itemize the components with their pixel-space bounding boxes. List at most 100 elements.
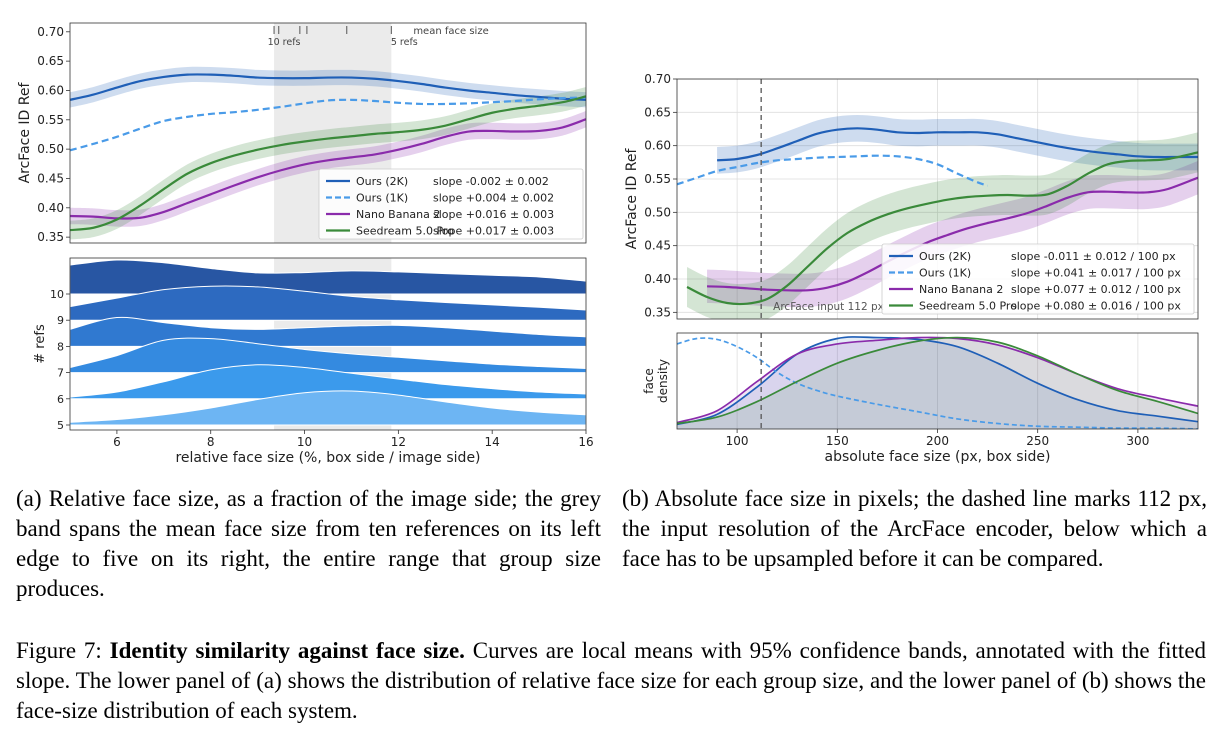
y-axis-label: facedensity <box>642 359 670 403</box>
y-axis-label: # refs <box>33 324 48 364</box>
ridge-row-10 <box>70 259 586 295</box>
ridge-label-10: 10 <box>50 288 64 301</box>
y-tick-label: 0.50 <box>644 205 671 219</box>
x-tick-label: 100 <box>726 434 749 448</box>
legend-box <box>881 243 1195 315</box>
series-3-ci-band <box>687 132 1198 319</box>
a-top-plot-area <box>70 23 586 243</box>
series-3-line <box>686 151 1198 306</box>
x-tick-label: 10 <box>297 435 312 449</box>
legend-name-0: Ours (2K) <box>356 175 408 188</box>
a-bottom-plot: 10 9 8 7 6 5 # refs 6 8 10 12 14 16 relative face siz… <box>33 258 594 466</box>
subcaption-b: (b) Absolute face size in pixels; the da… <box>622 486 1207 571</box>
density-2-line <box>677 336 1198 424</box>
x-tick-label: 250 <box>1026 434 1049 448</box>
ridge-row-7 <box>70 337 586 374</box>
legend-slope-0: slope -0.011 ± 0.012 / 100 px <box>1011 250 1176 263</box>
figure-caption: Figure 7: Identity similarity against fa… <box>16 636 1206 726</box>
legend-name-3: Seedream 5.0 Pro <box>356 225 454 238</box>
legend-slope-3: slope +0.017 ± 0.003 <box>433 225 554 238</box>
series-2-line <box>70 118 586 220</box>
y-tick-label: 0.65 <box>37 54 64 68</box>
ridge-label-5: 5 <box>57 419 64 432</box>
y-tick-label: 0.50 <box>37 142 64 156</box>
series-0-line <box>70 73 586 101</box>
x-axis-label: relative face size (%, box side / image … <box>175 450 480 466</box>
legend-box <box>318 168 584 240</box>
ridge-label-7: 7 <box>57 367 64 380</box>
series-3-ci-band <box>70 86 586 240</box>
x-axis-label: absolute face size (px, box side) <box>825 449 1051 465</box>
ridge-row-5 <box>70 390 586 426</box>
legend-name-2: Nano Banana 2 <box>919 283 1003 296</box>
legend-slope-1: slope +0.041 ± 0.017 / 100 px <box>1011 267 1181 280</box>
five-refs-label: 5 refs <box>391 37 418 48</box>
density-2-fill <box>677 337 1198 429</box>
mean-face-size-label: mean face size <box>413 26 488 37</box>
legend-slope-3: slope +0.080 ± 0.016 / 100 px <box>1011 300 1181 313</box>
x-tick-label: 12 <box>391 435 406 449</box>
y-tick-label: 0.60 <box>644 139 671 153</box>
x-tick-label: 6 <box>113 435 121 449</box>
ridge-label-8: 8 <box>57 340 64 353</box>
a-top-frame <box>69 22 587 244</box>
figure-title: Identity similarity against face size. <box>109 638 465 663</box>
b-bottom-plot-area <box>677 333 1198 429</box>
density-1-line <box>677 337 1198 429</box>
ridge-row-9 <box>70 285 586 321</box>
series-1-line <box>70 96 586 152</box>
y-tick-label: 0.70 <box>644 72 671 86</box>
x-tick-label: 8 <box>207 435 215 449</box>
y-tick-label: 0.45 <box>644 239 671 253</box>
y-tick-label: 0.60 <box>37 83 64 97</box>
y-tick-label: 0.70 <box>37 25 64 39</box>
y-axis-label-line: density <box>656 359 670 403</box>
ridge-label-9: 9 <box>57 314 64 327</box>
x-tick-label: 16 <box>578 435 593 449</box>
b-top-frame <box>676 78 1199 320</box>
b-top-plot-area <box>677 79 1198 319</box>
legend-name-2: Nano Banana 2 <box>356 208 440 221</box>
density-3-line <box>677 336 1198 425</box>
x-tick-label: 300 <box>1126 434 1149 448</box>
y-tick-label: 0.35 <box>644 305 671 319</box>
y-tick-label: 0.65 <box>644 105 671 119</box>
y-axis-label: ArcFace ID Ref <box>17 82 33 184</box>
legend-slope-1: slope +0.004 ± 0.002 <box>433 192 554 205</box>
legend-slope-2: slope +0.016 ± 0.003 <box>433 208 554 221</box>
density-0-fill <box>677 336 1198 429</box>
b-bottom-frame <box>676 332 1199 430</box>
ridge-row-6 <box>70 364 586 400</box>
legend-name-1: Ours (1K) <box>356 192 408 205</box>
series-0-ci-band <box>70 66 586 108</box>
a-bottom-plot-area <box>70 258 586 430</box>
a-top-plot: 0.35 0.40 0.45 0.50 0.55 0.60 0.65 0.70 ArcFace … <box>17 23 586 244</box>
subcaption-a: (a) Relative face size, as a fraction of… <box>16 486 601 601</box>
y-tick-label: 0.45 <box>37 171 64 185</box>
density-3-fill <box>677 337 1198 429</box>
y-tick-label: 0.40 <box>644 272 671 286</box>
x-tick-label: 200 <box>926 434 949 448</box>
y-axis-label: ArcFace ID Ref <box>624 148 640 250</box>
b-bottom-plot: facedensity 100 150 200 250 300 absolute face … <box>642 333 1198 465</box>
b-top-plot: ArcFace input 112 px 0.35 0.40 0.45 0.50 0.55… <box>624 72 1198 319</box>
y-tick-label: 0.35 <box>37 230 64 244</box>
y-tick-label: 0.40 <box>37 201 64 215</box>
density-0-line <box>677 336 1198 426</box>
figure-text: Curves are local means with 95% confiden… <box>16 638 1207 723</box>
legend-slope-0: slope -0.002 ± 0.002 <box>433 175 549 188</box>
series-2-line <box>707 176 1198 292</box>
y-tick-label: 0.55 <box>644 172 671 186</box>
series-3-line <box>70 95 586 232</box>
series-1-line <box>677 154 988 187</box>
y-axis-label-line: face <box>642 368 656 394</box>
ten-refs-label: 10 refs <box>268 37 301 48</box>
x-tick-label: 150 <box>826 434 849 448</box>
x-tick-label: 14 <box>485 435 500 449</box>
y-tick-label: 0.55 <box>37 113 64 127</box>
figure-label: Figure 7: <box>16 638 102 663</box>
figure-plots: 0.350.400.450.500.550.600.650.70ArcFace … <box>17 22 1199 466</box>
legend-name-0: Ours (2K) <box>919 250 971 263</box>
arcface-input-label: ArcFace input 112 px <box>773 301 884 313</box>
